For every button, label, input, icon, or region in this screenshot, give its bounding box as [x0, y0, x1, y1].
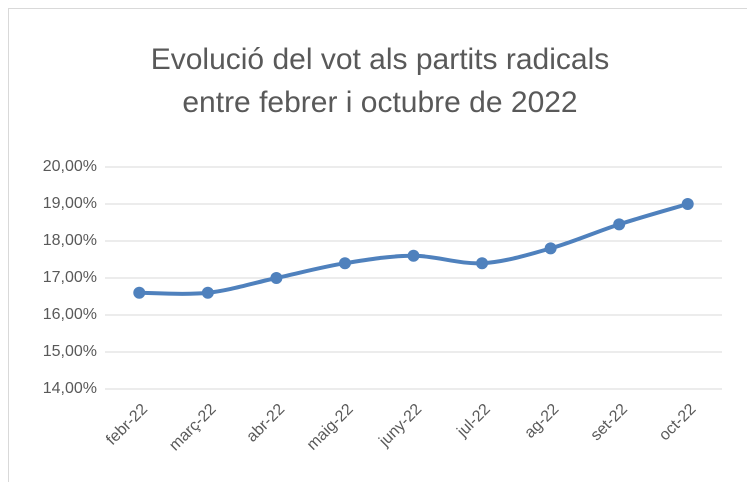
y-tick-label: 17,00% [43, 269, 97, 286]
point [613, 218, 626, 231]
chart-title: entre febrer i octubre de 2022 [182, 86, 577, 119]
point [544, 242, 557, 255]
y-tick-label: 14,00% [43, 380, 97, 397]
y-tick-label: 19,00% [43, 195, 97, 212]
y-tick-label: 15,00% [43, 343, 97, 360]
point [681, 198, 694, 210]
y-tick-label: 16,00% [43, 306, 97, 323]
chart-title: Evolució del vot als partits radicals [151, 43, 610, 76]
point [270, 272, 283, 284]
y-tick-label: 20,00% [43, 158, 97, 175]
point [133, 286, 146, 299]
point [338, 257, 351, 270]
chart-border [8, 8, 747, 482]
point [407, 249, 420, 262]
y-tick-label: 18,00% [43, 232, 97, 249]
point [201, 286, 214, 299]
point [476, 257, 489, 270]
